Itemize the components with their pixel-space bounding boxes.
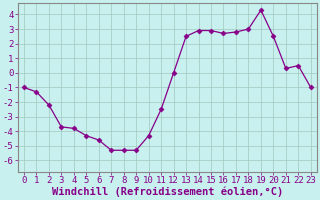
X-axis label: Windchill (Refroidissement éolien,°C): Windchill (Refroidissement éolien,°C) [52, 187, 283, 197]
